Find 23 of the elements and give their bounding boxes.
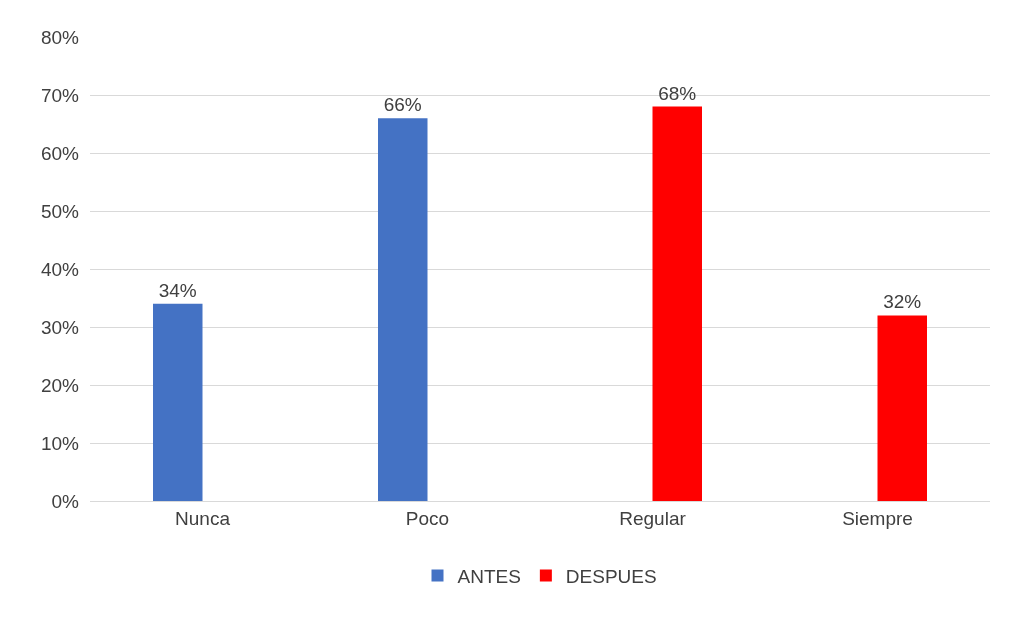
x-tick-label: Regular (619, 507, 687, 529)
y-tick-label: 60% (40, 142, 80, 164)
legend-label: DESPUES (565, 565, 657, 587)
bar (153, 303, 203, 501)
y-tick-label: 20% (40, 374, 80, 396)
data-label: 32% (883, 291, 922, 313)
y-tick-label: 40% (40, 258, 80, 280)
legend-label: ANTES (457, 565, 521, 587)
y-tick-label: 30% (40, 316, 80, 338)
x-tick-label: Siempre (842, 507, 913, 529)
data-label: 68% (658, 82, 697, 104)
x-tick-label: Nunca (175, 507, 231, 529)
data-label: 66% (383, 94, 422, 116)
bar (378, 118, 428, 501)
y-tick-label: 80% (40, 26, 80, 48)
y-tick-label: 0% (51, 490, 80, 512)
x-tick-label: Poco (405, 507, 450, 529)
y-tick-label: 50% (40, 200, 80, 222)
y-tick-label: 70% (40, 84, 80, 106)
data-label: 34% (158, 279, 197, 301)
bar (877, 315, 927, 501)
bar (652, 106, 702, 501)
y-tick-label: 10% (40, 432, 80, 454)
